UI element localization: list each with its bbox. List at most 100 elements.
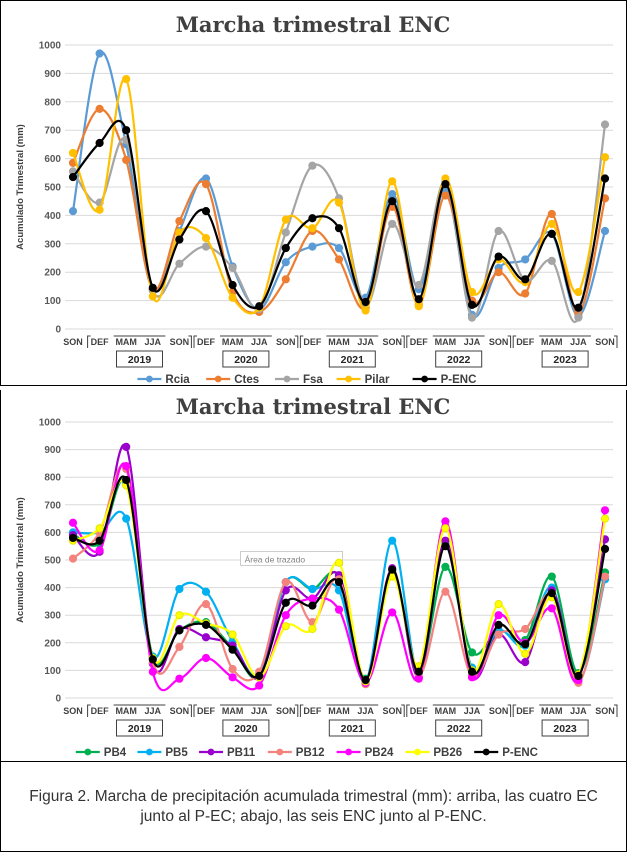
top-point-Pilar-11 xyxy=(361,306,370,315)
bottom-year-box xyxy=(541,719,589,737)
top-xtick-label: MAM xyxy=(541,337,563,347)
bottom-xtick-label: SON xyxy=(489,706,509,716)
bottom-point-PB5-5 xyxy=(201,587,211,596)
top-year-label: 2021 xyxy=(341,354,365,366)
bottom-point-PB24-13 xyxy=(414,674,423,683)
legend-swatch-marker xyxy=(146,375,153,383)
top-ytick-label: 300 xyxy=(44,239,61,250)
top-xtick-label: SON xyxy=(170,337,190,347)
legend-item-PB26: PB26 xyxy=(405,747,462,759)
top-year-bracket-right xyxy=(614,335,618,348)
top-point-Fsa-6 xyxy=(228,263,237,273)
bottom-point-PB12-20 xyxy=(600,572,610,581)
bottom-point-PB4-14 xyxy=(441,562,450,571)
bottom-point-PB12-0 xyxy=(68,554,78,563)
legend-label: Ctes xyxy=(234,374,259,385)
bottom-point-P-ENC-18 xyxy=(547,589,556,598)
bottom-point-P-ENC-7 xyxy=(255,671,264,681)
bottom-point-P-ENC-5 xyxy=(201,620,211,629)
top-point-P-ENC-11 xyxy=(361,297,370,307)
bottom-year-box xyxy=(328,719,376,737)
bottom-xtick-label: MAM xyxy=(328,706,350,716)
top-point-Fsa-16 xyxy=(494,226,503,236)
bottom-point-P-ENC-11 xyxy=(361,675,370,685)
bottom-year-label: 2020 xyxy=(234,723,258,735)
legend-label: PB24 xyxy=(365,747,394,759)
bottom-point-PB24-5 xyxy=(201,653,211,663)
bottom-ytick-label: 1000 xyxy=(39,418,62,429)
bottom-year-bracket-right xyxy=(507,704,512,717)
legend-label: PB11 xyxy=(227,747,256,759)
legend-swatch-marker xyxy=(482,748,490,756)
top-point-Ctes-5 xyxy=(201,180,211,189)
top-xtick-label: JJA xyxy=(357,337,374,347)
top-point-Pilar-2 xyxy=(122,74,131,84)
top-xtick-label: JJA xyxy=(464,337,481,347)
bottom-legend: PB4 PB5 PB11 PB12 PB24 PB26 P-ENC xyxy=(75,747,538,759)
bottom-ytick-label: 500 xyxy=(44,556,61,567)
top-xtick-label: MAM xyxy=(115,337,137,347)
bottom-point-PB26-1 xyxy=(95,524,104,533)
legend-swatch-marker xyxy=(276,748,284,756)
caption-box: Figura 2. Marcha de precipitación acumul… xyxy=(0,762,627,852)
bottom-point-PB24-4 xyxy=(175,674,184,683)
bottom-point-PB24-20 xyxy=(600,506,610,515)
legend-label: P-ENC xyxy=(502,747,538,759)
top-point-Fsa-19 xyxy=(574,313,583,322)
top-point-Rcia-10 xyxy=(334,243,344,253)
bottom-ytick-label: 600 xyxy=(44,528,61,539)
top-point-P-ENC-3 xyxy=(148,283,157,292)
legend-swatch-marker xyxy=(414,748,421,756)
top-year-bracket-left xyxy=(87,335,91,348)
top-point-Fsa-13 xyxy=(414,280,423,290)
legend-label: Pilar xyxy=(365,374,390,385)
legend-item-P-ENC: P-ENC xyxy=(412,374,477,386)
bottom-point-P-ENC-13 xyxy=(414,667,423,676)
bottom-ytick-label: 900 xyxy=(44,445,61,456)
top-point-Rcia-17 xyxy=(521,255,530,264)
legend-item-PB24: PB24 xyxy=(336,747,394,759)
legend-item-Rcia: Rcia xyxy=(137,374,190,386)
top-point-P-ENC-7 xyxy=(255,302,264,311)
top-year-label: 2020 xyxy=(234,354,258,366)
top-y-axis-label: Acumulado Trimestral (mm) xyxy=(15,124,26,250)
bottom-point-P-ENC-4 xyxy=(175,626,184,635)
top-xtick-label: SON xyxy=(489,337,509,347)
top-point-Ctes-18 xyxy=(547,209,556,219)
top-xtick-label: JJA xyxy=(145,337,162,347)
legend-label: PB12 xyxy=(296,747,325,759)
top-xtick-label: SON xyxy=(63,337,83,347)
top-point-Pilar-9 xyxy=(308,224,317,233)
bottom-year-bracket-left xyxy=(406,704,410,717)
top-year-bracket-right xyxy=(294,335,299,348)
top-point-Pilar-20 xyxy=(600,153,610,162)
bottom-point-PB12-4 xyxy=(175,642,184,652)
top-point-P-ENC-16 xyxy=(494,252,503,261)
top-point-Fsa-12 xyxy=(388,219,397,229)
legend-item-P-ENC: P-ENC xyxy=(474,747,538,759)
bottom-point-PB26-14 xyxy=(441,524,450,533)
bottom-xtick-label: JJA xyxy=(251,706,268,716)
top-point-Pilar-0 xyxy=(68,148,78,158)
top-point-Fsa-8 xyxy=(281,228,290,237)
top-xtick-label: MAM xyxy=(328,337,350,347)
bottom-xtick-label: MAM xyxy=(115,706,137,716)
top-title: Marcha trimestral ENC xyxy=(176,12,451,37)
bottom-year-box xyxy=(222,719,270,737)
top-point-P-ENC-15 xyxy=(467,300,477,309)
legend-label: PB5 xyxy=(165,747,188,759)
bottom-xtick-label: DEF xyxy=(410,706,429,716)
top-point-Pilar-18 xyxy=(547,219,556,229)
top-point-P-ENC-18 xyxy=(547,229,556,238)
top-xtick-label: SON xyxy=(276,337,296,347)
legend-label: P-ENC xyxy=(441,374,477,385)
top-point-P-ENC-9 xyxy=(308,214,317,223)
bottom-year-label: 2023 xyxy=(553,723,577,735)
chart-bottom: Marcha trimestral ENC 0 100 200 300 400 500 600… xyxy=(15,394,618,759)
legend-label: PB26 xyxy=(433,747,462,759)
bottom-year-bracket-right xyxy=(614,704,618,717)
bottom-point-PB26-4 xyxy=(175,611,184,620)
bottom-xtick-label: SON xyxy=(382,706,402,716)
top-point-Pilar-10 xyxy=(334,198,344,207)
bottom-xtick-label: SON xyxy=(170,706,190,716)
